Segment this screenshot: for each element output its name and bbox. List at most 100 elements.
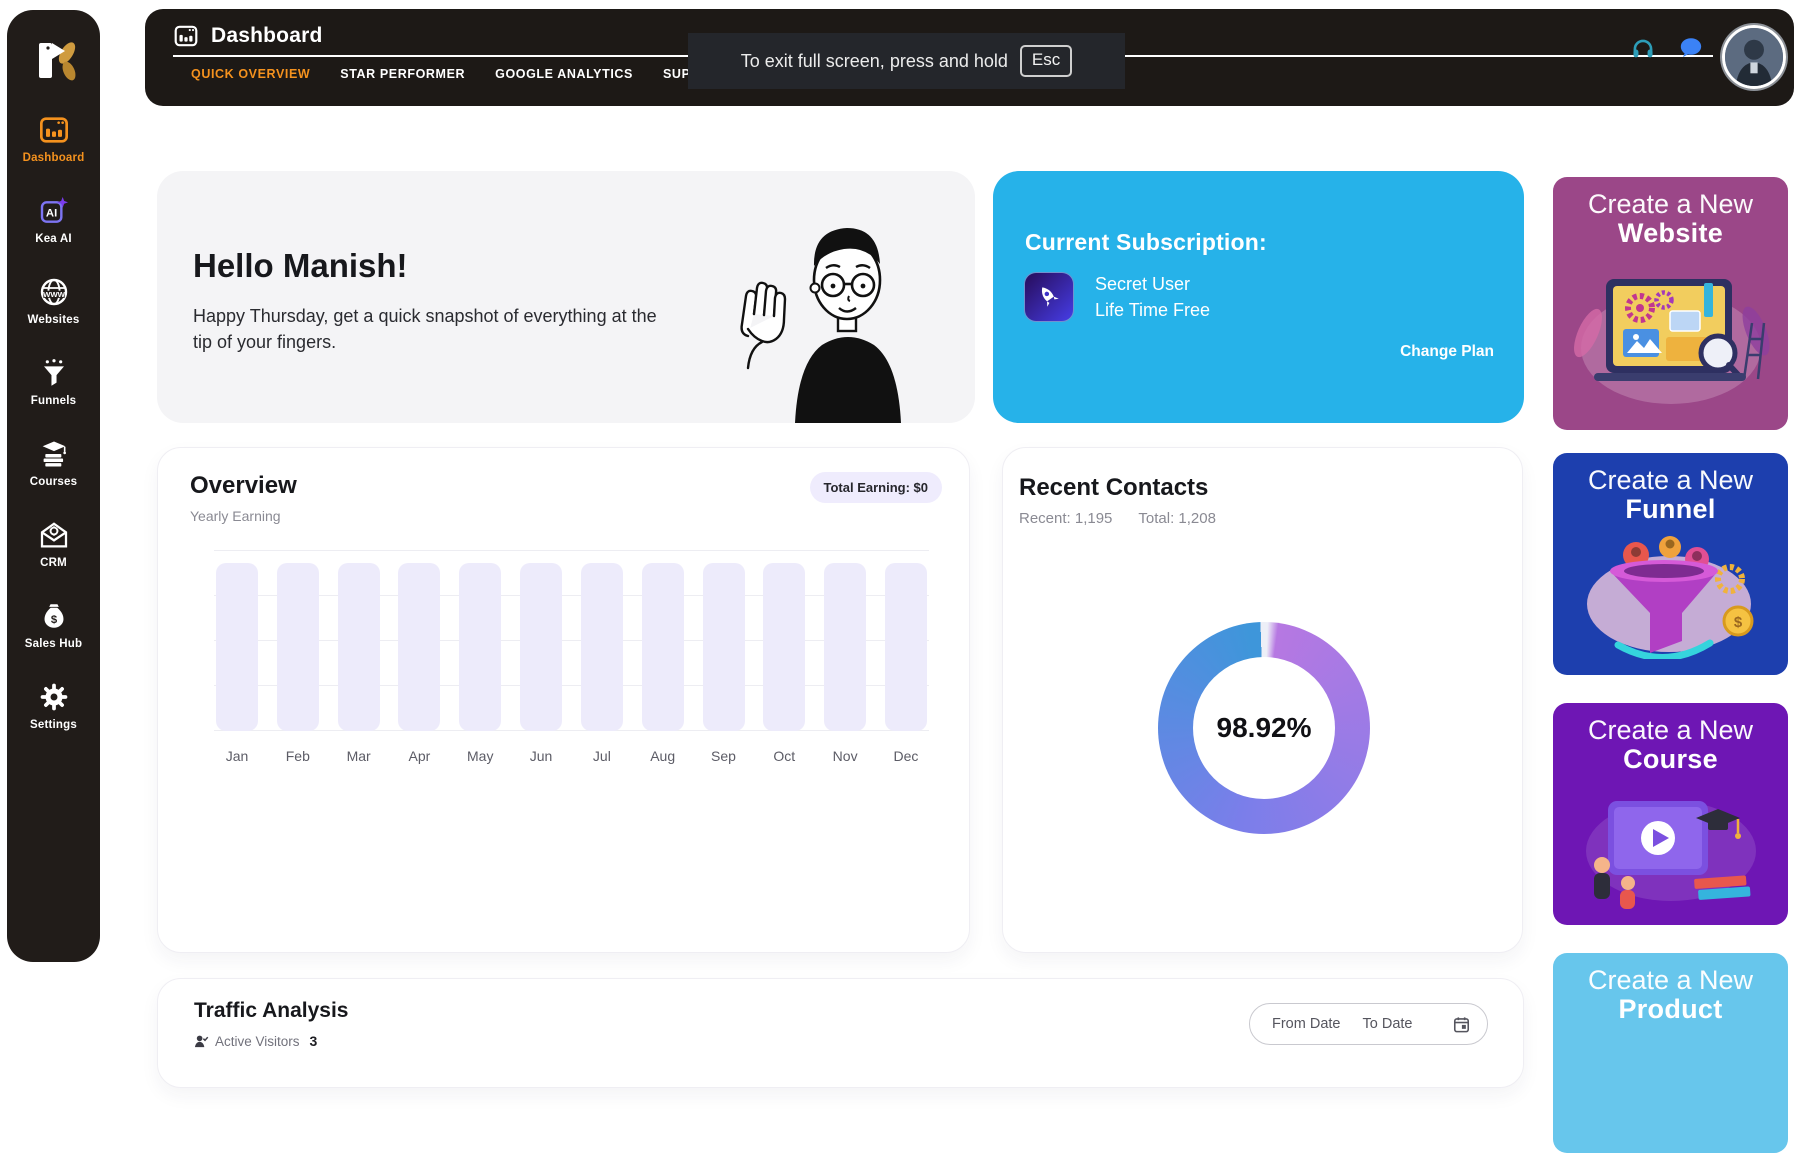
- chart-bar: [459, 563, 502, 731]
- dashboard-window-icon: [174, 25, 198, 47]
- date-range-picker: From Date To Date: [1249, 1003, 1488, 1045]
- from-date-input[interactable]: From Date: [1272, 1016, 1341, 1032]
- promo-line2: Course: [1623, 744, 1718, 774]
- chat-bubble-icon[interactable]: [1678, 35, 1704, 61]
- donut-percentage: 98.92%: [1216, 712, 1312, 743]
- chart-bar: [216, 563, 258, 731]
- month-label: Mar: [346, 748, 371, 764]
- tab-quick-overview[interactable]: QUICK OVERVIEW: [191, 67, 311, 81]
- globe-www-icon: WWW: [40, 278, 67, 306]
- header-bar: Dashboard QUICK OVERVIEW STAR PERFORMER …: [145, 9, 1794, 106]
- month-label: Aug: [650, 748, 676, 764]
- website-illustration: [1573, 279, 1769, 404]
- subscription-user: Secret User: [1095, 274, 1191, 294]
- calendar-icon[interactable]: [1452, 1015, 1471, 1034]
- sidebar: Dashboard AI Kea AI WWW Websites: [7, 10, 100, 962]
- sidebar-item-sales-hub[interactable]: $ Sales Hub: [7, 600, 100, 650]
- fullscreen-exit-text: To exit full screen, press and hold: [740, 50, 1008, 71]
- month-label: Nov: [832, 748, 858, 764]
- change-plan-button[interactable]: Change Plan: [1400, 343, 1494, 360]
- chart-bar: [884, 563, 927, 731]
- chart-bar: [824, 563, 867, 731]
- recent-contacts-title: Recent Contacts: [1019, 474, 1209, 501]
- month-label: Jan: [225, 748, 249, 764]
- promo-line2: Funnel: [1625, 494, 1716, 524]
- courses-icon: [42, 441, 66, 467]
- sidebar-item-label: Funnels: [30, 395, 77, 407]
- month-label: Sep: [711, 748, 736, 764]
- money-bag-icon: $: [44, 604, 63, 628]
- dashboard-icon: [39, 117, 68, 143]
- sidebar-item-label: CRM: [40, 557, 67, 569]
- traffic-analysis-card: Traffic Analysis Active Visitors 3 From …: [157, 978, 1524, 1088]
- tab-support[interactable]: SUP: [663, 67, 691, 81]
- svg-text:AI: AI: [45, 208, 56, 220]
- header-tabs: QUICK OVERVIEW STAR PERFORMER GOOGLE ANA…: [191, 67, 691, 81]
- total-earning-badge: Total Earning: $0: [809, 472, 942, 503]
- active-visitors-count: 3: [309, 1033, 318, 1049]
- month-label: Apr: [408, 748, 431, 764]
- create-website-card[interactable]: Create a New Website: [1553, 177, 1788, 430]
- chart-bar: [520, 563, 563, 731]
- greeting-card: Hello Manish! Happy Thursday, get a quic…: [157, 171, 975, 423]
- create-course-card[interactable]: Create a New Course: [1553, 703, 1788, 925]
- month-label: Jul: [592, 748, 611, 764]
- esc-key-hint: Esc: [1019, 45, 1073, 77]
- overview-subtitle: Yearly Earning: [190, 508, 281, 524]
- month-axis: Jan Feb Mar Apr May Jun Jul Aug Sep Oct Nov Dec: [214, 748, 929, 764]
- promo-line1: Create a New: [1587, 715, 1754, 745]
- fullscreen-exit-notice: To exit full screen, press and hold Esc: [688, 33, 1125, 89]
- total-count: Total: 1,208: [1138, 510, 1216, 527]
- to-date-input[interactable]: To Date: [1362, 1016, 1413, 1032]
- active-visitors-icon: [194, 1035, 209, 1047]
- funnel-illustration: $: [1586, 536, 1753, 659]
- sidebar-item-funnels[interactable]: Funnels: [7, 357, 100, 407]
- headphones-icon[interactable]: [1630, 35, 1656, 61]
- chart-bar: [337, 563, 380, 731]
- greeting-subtitle: Happy Thursday, get a quick snapshot of …: [193, 306, 657, 353]
- recent-contacts-card: Recent Contacts Recent: 1,195 Total: 1,2…: [1002, 447, 1523, 953]
- subscription-title: Current Subscription:: [1025, 229, 1267, 255]
- sidebar-item-kea-ai[interactable]: AI Kea AI: [7, 195, 100, 245]
- sidebar-item-label: Dashboard: [22, 152, 85, 164]
- tab-star-performer[interactable]: STAR PERFORMER: [340, 67, 466, 81]
- sidebar-item-label: Kea AI: [35, 233, 72, 245]
- sidebar-item-courses[interactable]: Courses: [7, 438, 100, 488]
- chart-bar: [641, 563, 684, 731]
- promo-line1: Create a New: [1587, 189, 1754, 219]
- donut-hole: 98.92%: [1193, 657, 1335, 799]
- sidebar-item-websites[interactable]: WWW Websites: [7, 276, 100, 326]
- sidebar-item-dashboard[interactable]: Dashboard: [7, 114, 100, 164]
- sidebar-nav: Dashboard AI Kea AI WWW Websites: [7, 114, 100, 731]
- sidebar-item-label: Websites: [27, 314, 80, 326]
- create-product-card[interactable]: Create a New Product: [1553, 953, 1788, 1153]
- page-title: Dashboard: [211, 24, 323, 47]
- subscription-details: Secret User Life Time Free: [1095, 271, 1210, 323]
- create-funnel-card[interactable]: Create a New Funnel $: [1553, 453, 1788, 675]
- promo-line2: Website: [1617, 218, 1724, 248]
- chart-bar: [763, 563, 806, 731]
- chart-bar: [702, 563, 745, 731]
- traffic-title: Traffic Analysis: [194, 999, 349, 1022]
- overview-title: Overview: [190, 472, 297, 499]
- user-avatar[interactable]: [1722, 25, 1786, 89]
- rocket-icon: [1025, 273, 1073, 322]
- sidebar-item-label: Settings: [30, 719, 77, 731]
- crm-envelope-icon: [40, 522, 67, 548]
- overview-card: Overview Yearly Earning Total Earning: $…: [157, 447, 970, 953]
- svg-text:$: $: [50, 614, 57, 626]
- chart-bar: [398, 563, 441, 731]
- tab-google-analytics[interactable]: GOOGLE ANALYTICS: [495, 67, 633, 81]
- month-label: May: [467, 748, 494, 764]
- sidebar-item-crm[interactable]: CRM: [7, 519, 100, 569]
- active-visitors-label: Active Visitors: [215, 1033, 300, 1049]
- gear-icon: [40, 683, 67, 711]
- donut-chart: 98.92%: [1158, 622, 1370, 834]
- course-illustration: [1585, 801, 1756, 909]
- month-label: Oct: [773, 748, 796, 764]
- yearly-earning-chart: [214, 550, 929, 731]
- sidebar-item-label: Courses: [29, 476, 78, 488]
- promo-line1: Create a New: [1587, 465, 1754, 495]
- sidebar-item-settings[interactable]: Settings: [7, 681, 100, 731]
- sidebar-item-label: Sales Hub: [24, 638, 83, 650]
